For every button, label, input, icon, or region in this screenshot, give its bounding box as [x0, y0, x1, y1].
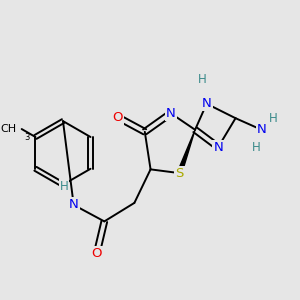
Polygon shape [177, 130, 195, 174]
Text: O: O [113, 111, 123, 124]
Text: N: N [257, 123, 266, 136]
Text: O: O [92, 247, 102, 260]
Text: CH: CH [0, 124, 16, 134]
Text: 3: 3 [25, 133, 30, 142]
Text: S: S [175, 167, 184, 180]
Text: N: N [213, 141, 223, 154]
Text: H: H [269, 112, 278, 125]
Text: N: N [69, 198, 79, 212]
Text: N: N [166, 107, 176, 120]
Text: H: H [198, 73, 207, 86]
Text: H: H [251, 141, 260, 154]
Text: N: N [202, 97, 211, 110]
Text: H: H [59, 180, 68, 193]
